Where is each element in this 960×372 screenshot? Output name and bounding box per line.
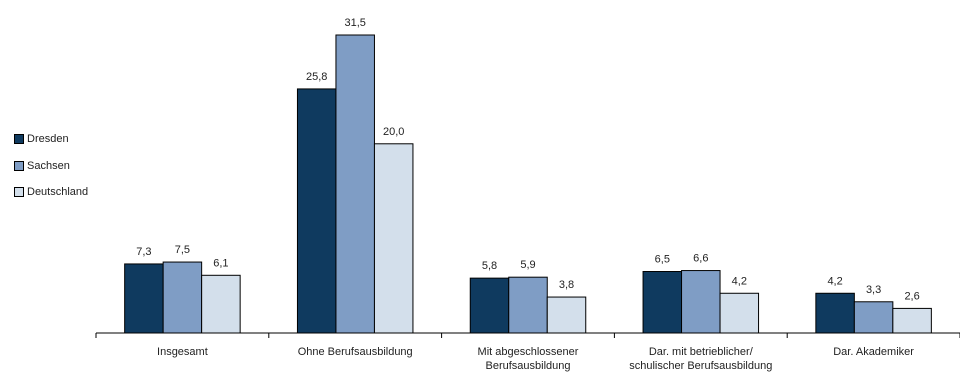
category-label: Dar. mit betrieblicher/	[649, 346, 754, 358]
legend-label-sachsen: Sachsen	[27, 159, 70, 172]
legend-item-deutschland: Deutschland	[14, 179, 88, 206]
legend-label-dresden: Dresden	[27, 133, 69, 146]
value-label: 3,3	[866, 284, 881, 296]
value-label: 7,3	[136, 246, 151, 258]
bar-dresden-4	[815, 292, 855, 334]
category-label: schulischer Berufsausbildung	[629, 360, 772, 372]
bar-sachsen-4	[853, 301, 894, 334]
value-label: 6,6	[693, 253, 708, 265]
category-label: Ohne Berufsausbildung	[298, 346, 413, 358]
value-label: 4,2	[732, 275, 747, 287]
bar-dresden-1	[296, 88, 337, 334]
bar-deutschland-1	[373, 143, 414, 334]
bar-sachsen-3	[681, 270, 721, 334]
legend-swatch-sachsen	[14, 160, 24, 171]
bar-sachsen-1	[335, 34, 375, 334]
category-label: Insgesamt	[157, 346, 208, 358]
value-label: 25,8	[306, 71, 327, 83]
value-label: 5,8	[482, 260, 497, 272]
category-label: Dar. Akademiker	[833, 346, 914, 358]
bar-dresden-0	[124, 263, 164, 334]
value-label: 20,0	[383, 126, 404, 138]
value-labels-layer: 7,3 7,5 6,1 25,8 31,5 20,0 5,8 5,9 3,8 6,5 6,6 4,2 4…	[136, 17, 919, 302]
value-label: 4,2	[827, 275, 842, 287]
legend-item-sachsen: Sachsen	[14, 153, 88, 180]
value-label: 7,5	[175, 244, 190, 256]
bar-deutschland-3	[719, 292, 760, 334]
legend-label-deutschland: Deutschland	[27, 186, 89, 199]
legend-item-dresden: Dresden	[14, 126, 88, 153]
value-label: 5,9	[520, 259, 535, 271]
bar-deutschland-4	[892, 307, 932, 334]
legend-swatch-dresden	[14, 134, 24, 145]
x-axis-ticks	[95, 333, 960, 338]
bar-deutschland-2	[546, 296, 587, 334]
bar-deutschland-0	[201, 274, 241, 334]
legend: Dresden Sachsen Deutschland	[14, 126, 88, 206]
bar-sachsen-0	[162, 261, 203, 334]
category-label: Mit abgeschlossener	[478, 346, 579, 358]
value-label: 6,5	[655, 254, 670, 266]
category-label: Berufsausbildung	[485, 360, 570, 372]
category-labels-layer: Insgesamt Ohne Berufsausbildung Mit abgesc…	[157, 346, 914, 372]
bar-dresden-3	[642, 271, 683, 334]
bar-dresden-2	[469, 277, 510, 334]
value-label: 31,5	[344, 17, 365, 29]
value-label: 2,6	[904, 290, 919, 302]
value-label: 3,8	[559, 279, 574, 291]
value-label: 6,1	[213, 257, 228, 269]
bars-layer	[124, 34, 932, 334]
legend-swatch-deutschland	[14, 187, 24, 198]
bar-sachsen-2	[508, 276, 548, 334]
